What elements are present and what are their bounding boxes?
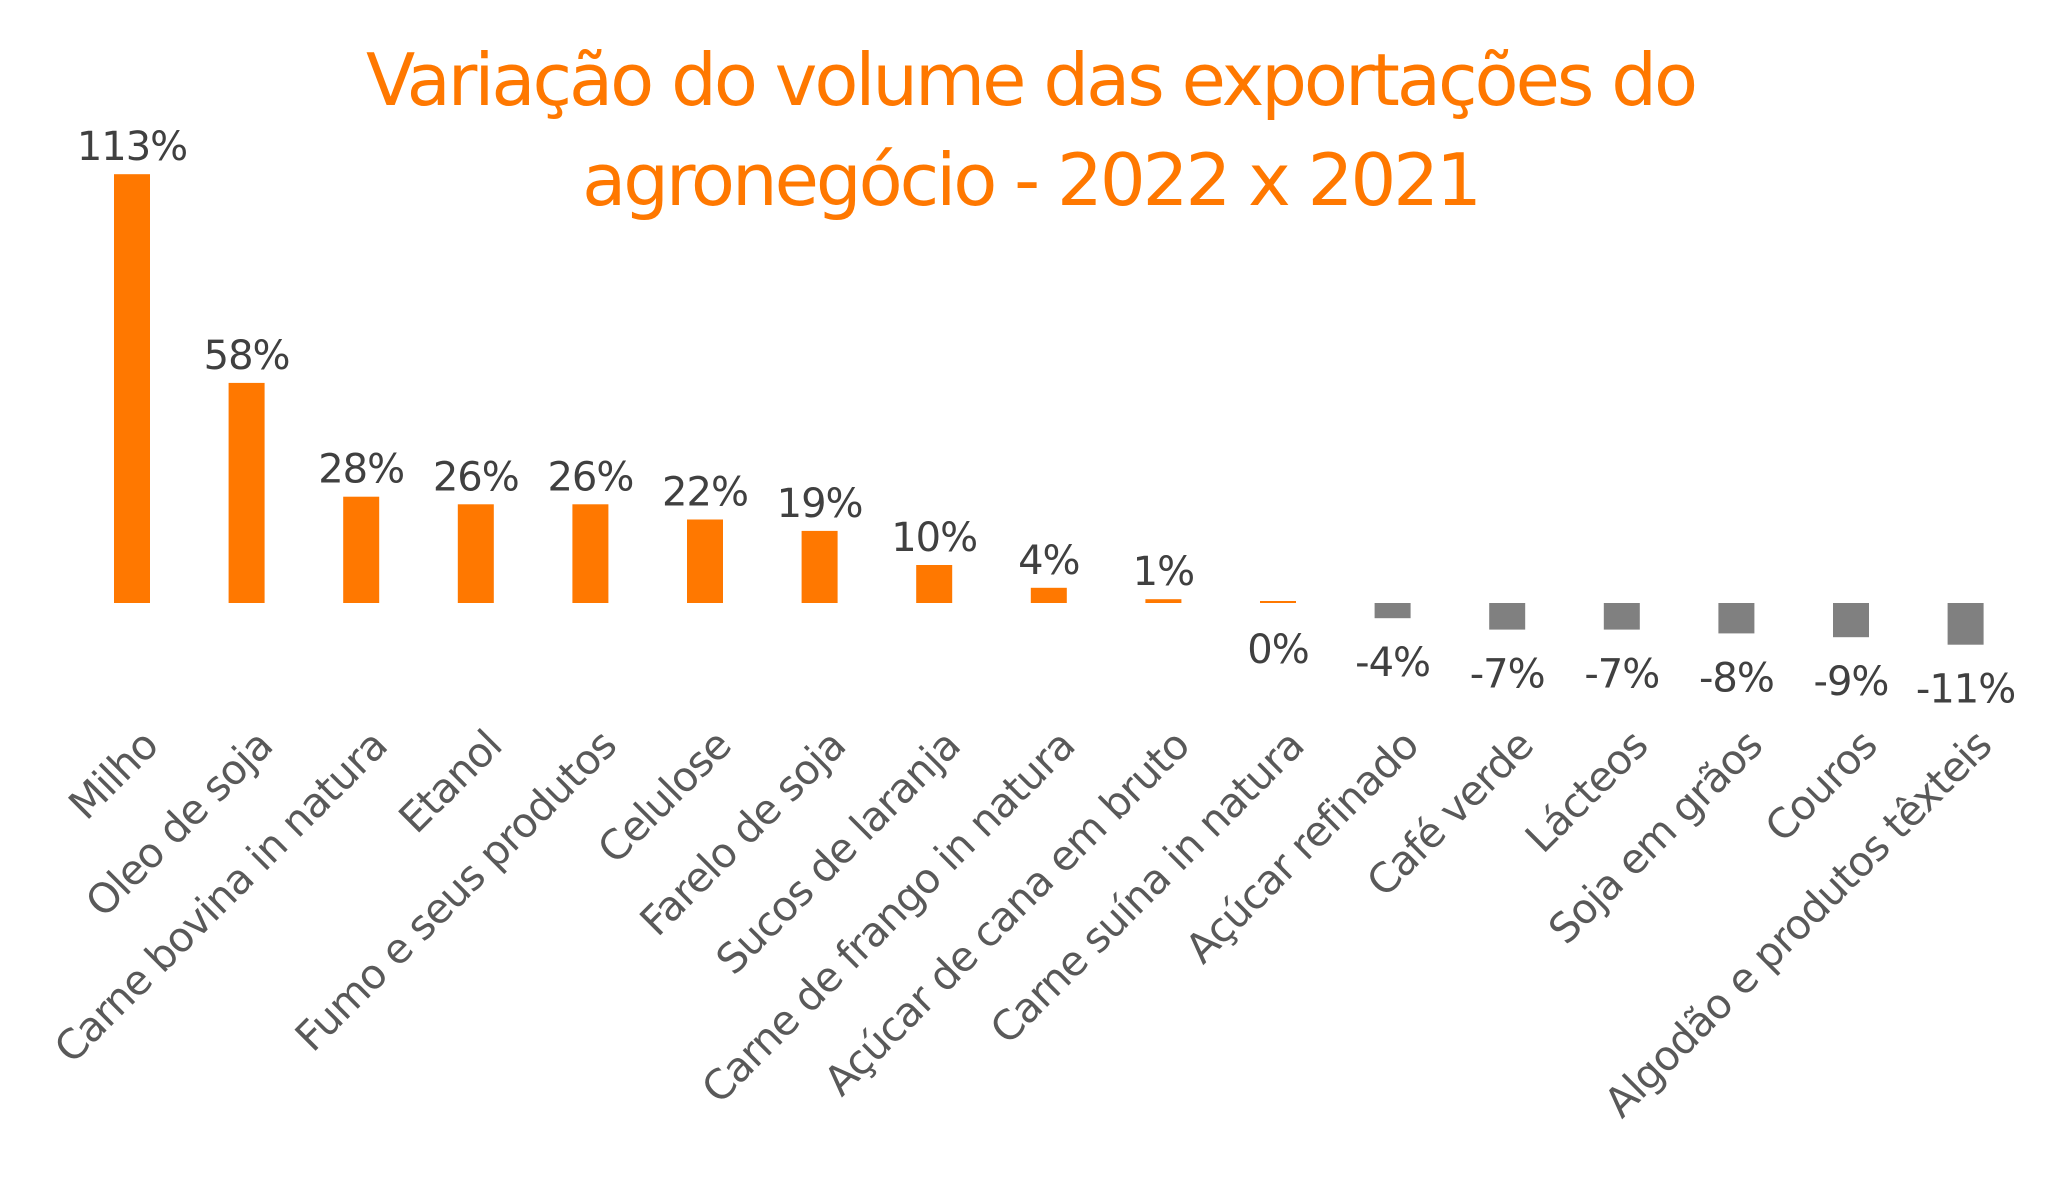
bar-carne-bovina-in-natura — [343, 496, 380, 603]
bar-lacteos — [1603, 603, 1640, 630]
value-label-etanol: 26% — [433, 454, 519, 500]
bar-acucar-de-cana-em-bruto — [1145, 599, 1182, 603]
value-label-celulose: 22% — [662, 470, 748, 516]
bar-milho — [114, 174, 150, 603]
value-label-acucar-refinado: -4% — [1355, 640, 1430, 686]
value-label-milho: 113% — [77, 124, 187, 170]
value-label-carne-suina-in-natura: 0% — [1247, 627, 1308, 673]
value-label-carne-bovina-in-natura: 28% — [318, 447, 404, 493]
bar-oleo-de-soja — [228, 382, 265, 603]
bar-celulose — [687, 519, 723, 603]
chart-title-line-2: agronegócio - 2022 x 2021 — [582, 138, 1482, 222]
value-labels-layer: 113% 58% 28% 26% 26% 22% 19% 10% 4% 1% 0% -4% -7% -7%… — [77, 124, 2016, 713]
value-label-sucos-de-laranja: 10% — [891, 515, 977, 561]
bar-carne-de-frango-in-natura — [1030, 587, 1067, 603]
value-label-lacteos: -7% — [1584, 652, 1659, 698]
value-label-soja-em-graos: -8% — [1699, 655, 1774, 701]
value-label-algodao-e-produtos-texteis: -11% — [1916, 667, 2015, 713]
bar-cafe-verde — [1489, 603, 1526, 630]
bars-layer — [114, 174, 1984, 645]
value-label-acucar-de-cana-em-bruto: 1% — [1133, 549, 1194, 595]
value-label-couros: -9% — [1814, 659, 1889, 705]
bar-farelo-de-soja — [801, 530, 838, 603]
chart-title: Variação do volume das exportações do ag… — [0, 30, 2061, 230]
value-label-fumo-e-seus-produtos: 26% — [547, 454, 633, 500]
bar-carne-suina-in-natura — [1260, 601, 1296, 603]
category-label-milho: Milho — [59, 721, 167, 829]
bar-couros — [1833, 603, 1869, 638]
bar-algodao-e-produtos-texteis — [1947, 603, 1984, 645]
chart-title-line-1: Variação do volume das exportações do — [365, 38, 1698, 122]
bar-acucar-refinado — [1374, 603, 1411, 619]
bar-sucos-de-laranja — [916, 565, 953, 603]
value-label-oleo-de-soja: 58% — [204, 333, 290, 379]
bar-fumo-e-seus-produtos — [572, 504, 609, 603]
bar-soja-em-graos — [1718, 603, 1755, 634]
bar-etanol — [457, 504, 494, 603]
value-label-cafe-verde: -7% — [1470, 652, 1545, 698]
value-label-carne-de-frango-in-natura: 4% — [1018, 538, 1079, 584]
value-label-farelo-de-soja: 19% — [777, 481, 863, 527]
category-label-farelo-de-soja: Farelo de soja — [631, 721, 855, 945]
